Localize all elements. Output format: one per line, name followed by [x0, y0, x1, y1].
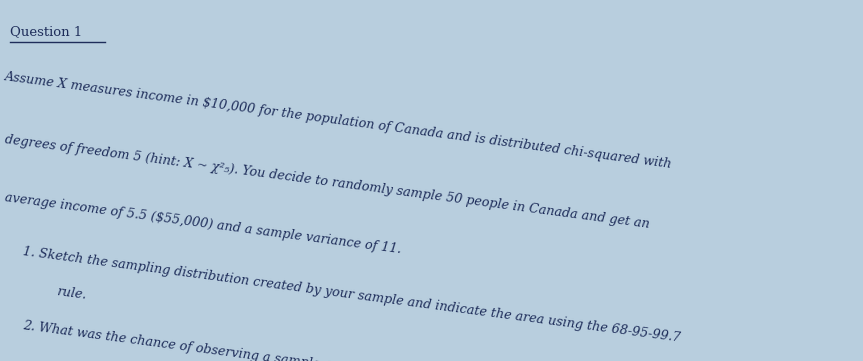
Text: 2. What was the chance of observing a sample average income level as extreme as : 2. What was the chance of observing a sa… — [22, 319, 658, 361]
Text: average income of 5.5 ($55,000) and a sample variance of 11.: average income of 5.5 ($55,000) and a sa… — [4, 191, 402, 256]
Text: 1. Sketch the sampling distribution created by your sample and indicate the area: 1. Sketch the sampling distribution crea… — [22, 245, 681, 345]
Text: Question 1: Question 1 — [10, 25, 83, 38]
Text: Assume X measures income in $10,000 for the population of Canada and is distribu: Assume X measures income in $10,000 for … — [4, 70, 673, 171]
Text: degrees of freedom 5 (hint: X ~ χ²₅). You decide to randomly sample 50 people in: degrees of freedom 5 (hint: X ~ χ²₅). Yo… — [4, 133, 651, 231]
Text: rule.: rule. — [56, 285, 87, 302]
